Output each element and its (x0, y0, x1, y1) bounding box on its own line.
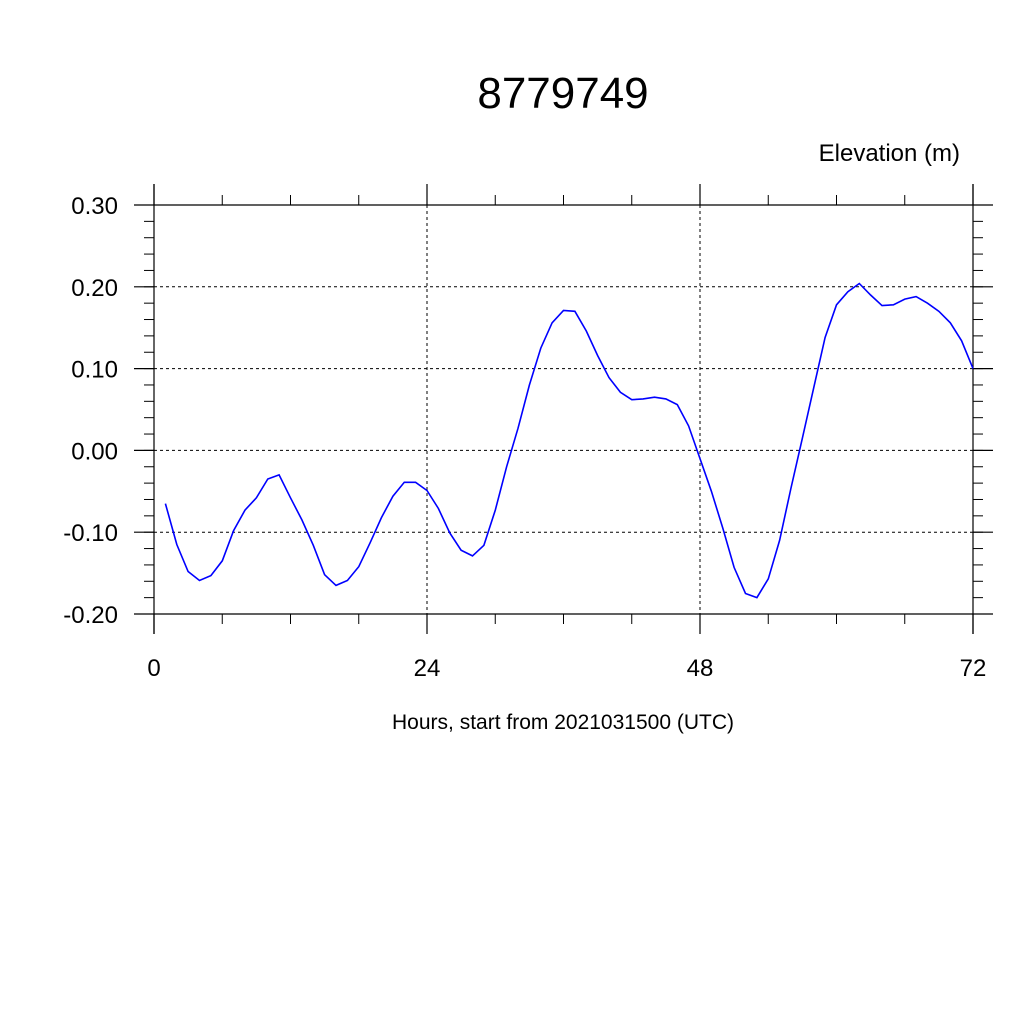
x-tick-label: 48 (687, 655, 714, 682)
grid-lines (153, 204, 974, 615)
tick-labels: -0.20 -0.10 0.00 0.10 0.20 0.30 0 24 48 72 (63, 193, 986, 682)
y-tick-label: 0.00 (71, 438, 118, 465)
y-tick-label: -0.10 (63, 520, 118, 547)
series-line (164, 282, 974, 599)
x-axis-label: Hours, start from 2021031500 (UTC) (392, 711, 734, 734)
plot-frame (154, 184, 973, 634)
axis-ticks (134, 184, 993, 634)
series-group (164, 282, 974, 599)
y-axis-label: Elevation (m) (819, 140, 960, 167)
x-tick-label: 0 (147, 655, 160, 682)
y-tick-label: 0.10 (71, 357, 118, 384)
x-tick-label: 24 (414, 655, 441, 682)
y-tick-label: 0.20 (71, 275, 118, 302)
y-tick-label: 0.30 (71, 193, 118, 220)
x-tick-label: 72 (960, 655, 987, 682)
y-tick-label: -0.20 (63, 602, 118, 629)
chart-title: 8779749 (477, 69, 648, 118)
